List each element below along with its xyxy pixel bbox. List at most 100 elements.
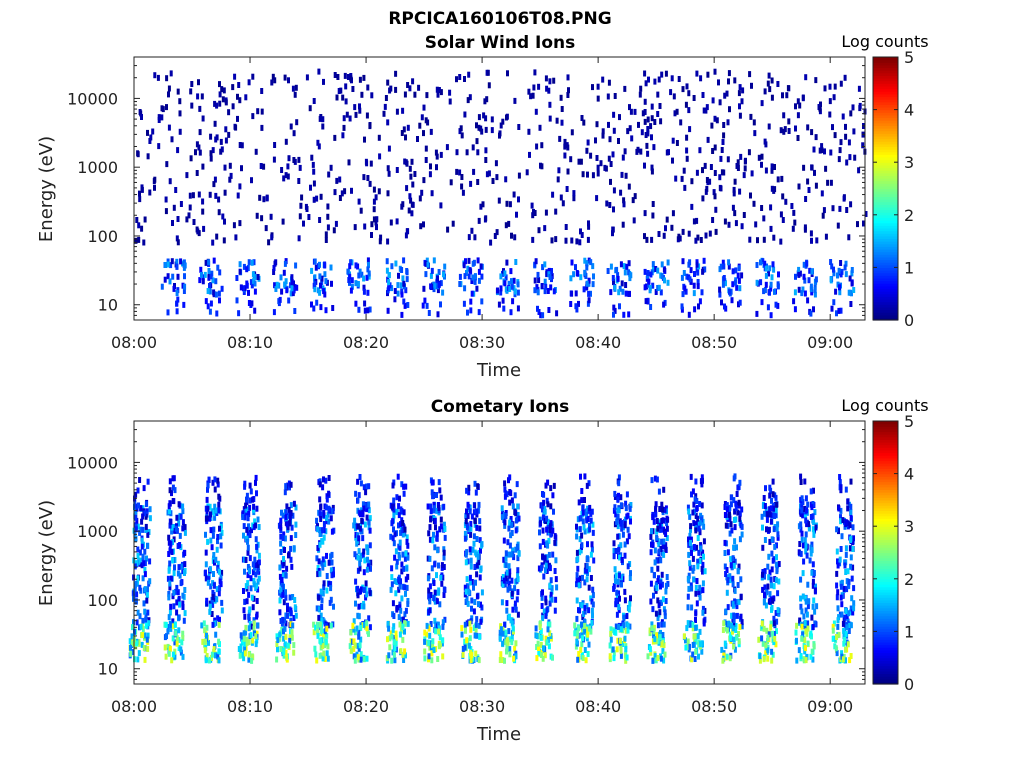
spectrogram-cell	[575, 523, 578, 530]
spectrogram-cell	[484, 115, 488, 122]
spectrogram-cell	[497, 301, 501, 308]
spectrogram-cell	[403, 526, 407, 533]
spectrogram-cell	[808, 267, 812, 274]
spectrogram-cell	[832, 266, 835, 273]
spectrogram-cell	[583, 257, 587, 264]
spectrogram-cell	[662, 551, 666, 558]
spectrogram-cell	[278, 573, 282, 580]
spectrogram-cell	[738, 103, 741, 110]
spectrogram-cell	[818, 105, 822, 112]
colorbar-segment	[873, 277, 898, 282]
spectrogram-cell	[387, 272, 391, 279]
spectrogram-cell	[480, 589, 484, 596]
spectrogram-cell	[218, 297, 221, 304]
spectrogram-cell	[163, 276, 167, 283]
spectrogram-cell	[424, 271, 428, 278]
spectrogram-cell	[467, 588, 471, 595]
colorbar-segment	[873, 457, 898, 462]
spectrogram-cell	[545, 85, 549, 92]
spectrogram-cell	[174, 588, 178, 595]
spectrogram-cell	[335, 177, 339, 184]
spectrogram-cell	[176, 88, 180, 95]
spectrogram-cell	[400, 481, 404, 488]
colorbar-segment	[873, 133, 898, 137]
spectrogram-cell	[354, 578, 358, 585]
spectrogram-cell	[144, 523, 148, 530]
colorbar-segment	[873, 662, 898, 667]
spectrogram-cell	[809, 488, 813, 495]
spectrogram-cell	[436, 656, 440, 662]
spectrogram-cell	[613, 284, 617, 291]
spectrogram-cell	[243, 568, 246, 575]
spectrogram-cell	[201, 163, 205, 170]
spectrogram-cell	[131, 624, 134, 631]
spectrogram-cell	[460, 183, 464, 190]
spectrogram-cell	[470, 605, 473, 612]
colorbar-segment	[873, 476, 898, 480]
spectrogram-cell	[775, 542, 778, 549]
spectrogram-cell	[491, 178, 495, 184]
spectrogram-cell	[505, 648, 508, 655]
spectrogram-cell	[647, 76, 650, 83]
spectrogram-cell	[244, 624, 248, 631]
spectrogram-cell	[312, 180, 316, 187]
colorbar-segment	[873, 644, 898, 648]
spectrogram-cell	[233, 73, 237, 80]
spectrogram-cell	[723, 550, 727, 556]
spectrogram-cell	[514, 259, 518, 265]
spectrogram-cell	[428, 583, 432, 590]
spectrogram-cell	[613, 494, 617, 500]
colorbar-segment	[873, 536, 898, 540]
spectrogram-cell	[430, 657, 434, 664]
spectrogram-cell	[762, 625, 766, 632]
spectrogram-cell	[585, 567, 589, 574]
spectrogram-cell	[776, 534, 780, 541]
colorbar-segment	[873, 505, 898, 509]
colorbar-segment	[873, 83, 898, 87]
spectrogram-cell	[738, 536, 742, 543]
spectrogram-cell	[288, 484, 291, 491]
spectrogram-cell	[398, 604, 402, 611]
spectrogram-cell	[211, 532, 215, 539]
spectrogram-cell	[390, 581, 394, 588]
spectrogram-cell	[220, 599, 224, 606]
spectrogram-cell	[336, 74, 340, 80]
spectrogram-cell	[360, 528, 364, 535]
spectrogram-cell	[254, 633, 258, 640]
spectrogram-cell	[504, 633, 508, 640]
spectrogram-cell	[242, 655, 246, 662]
spectrogram-cell	[766, 583, 770, 590]
colorbar-segment	[873, 196, 898, 200]
spectrogram-cell	[365, 506, 369, 513]
spectrogram-cell	[424, 260, 428, 267]
spectrogram-cell	[836, 558, 839, 565]
spectrogram-cell	[358, 474, 362, 480]
spectrogram-cell	[822, 207, 826, 214]
spectrogram-cell	[612, 127, 616, 134]
spectrogram-cell	[320, 597, 324, 604]
spectrogram-cell	[139, 526, 143, 533]
colorbar-segment	[873, 599, 898, 604]
spectrogram-cell	[331, 508, 335, 515]
spectrogram-cell	[831, 124, 834, 131]
spectrogram-cell	[627, 606, 631, 613]
spectrogram-cell	[252, 259, 256, 266]
spectrogram-cell	[252, 581, 256, 588]
spectrogram-cell	[164, 196, 168, 203]
colorbar-segment	[873, 241, 898, 245]
spectrogram-cell	[179, 201, 183, 207]
spectrogram-cell	[402, 280, 406, 287]
spectrogram-cell	[469, 298, 473, 305]
spectrogram-cell	[253, 518, 257, 525]
spectrogram-cell	[576, 556, 580, 563]
spectrogram-cell	[410, 201, 414, 208]
spectrogram-cell	[472, 533, 476, 540]
colorbar-segment	[873, 497, 898, 501]
spectrogram-cell	[506, 578, 510, 585]
spectrogram-cell	[851, 104, 855, 111]
spectrogram-cell	[279, 517, 283, 524]
spectrogram-cell	[510, 620, 514, 627]
spectrogram-cell	[563, 143, 567, 150]
spectrogram-cell	[639, 85, 643, 92]
colorbar-segment	[873, 639, 898, 643]
